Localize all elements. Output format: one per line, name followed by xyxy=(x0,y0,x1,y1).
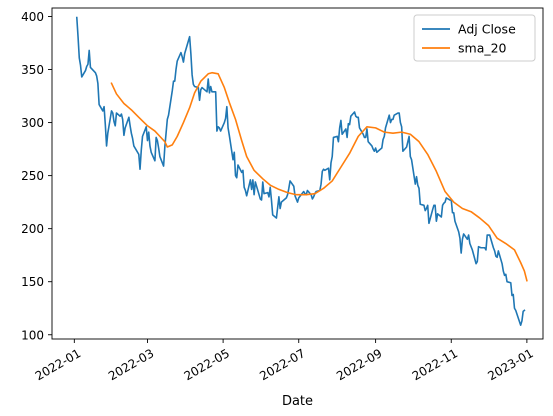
y-tick-label: 300 xyxy=(21,116,44,130)
legend-label: sma_20 xyxy=(458,41,507,56)
y-tick-label: 200 xyxy=(21,222,44,236)
y-tick-label: 400 xyxy=(21,10,44,24)
y-tick-label: 350 xyxy=(21,63,44,77)
x-axis-title: Date xyxy=(282,394,313,409)
plot-frame xyxy=(51,7,544,340)
y-tick-label: 100 xyxy=(21,328,44,342)
legend: Adj Close sma_20 xyxy=(413,14,536,62)
y-tick-label: 150 xyxy=(21,275,44,289)
legend-box xyxy=(413,14,536,62)
series-line-sma-20 xyxy=(110,71,528,282)
series-layer xyxy=(75,16,528,327)
y-tick-label: 250 xyxy=(21,169,44,183)
series-line-adj-close xyxy=(75,16,526,327)
legend-label: Adj Close xyxy=(458,22,516,37)
